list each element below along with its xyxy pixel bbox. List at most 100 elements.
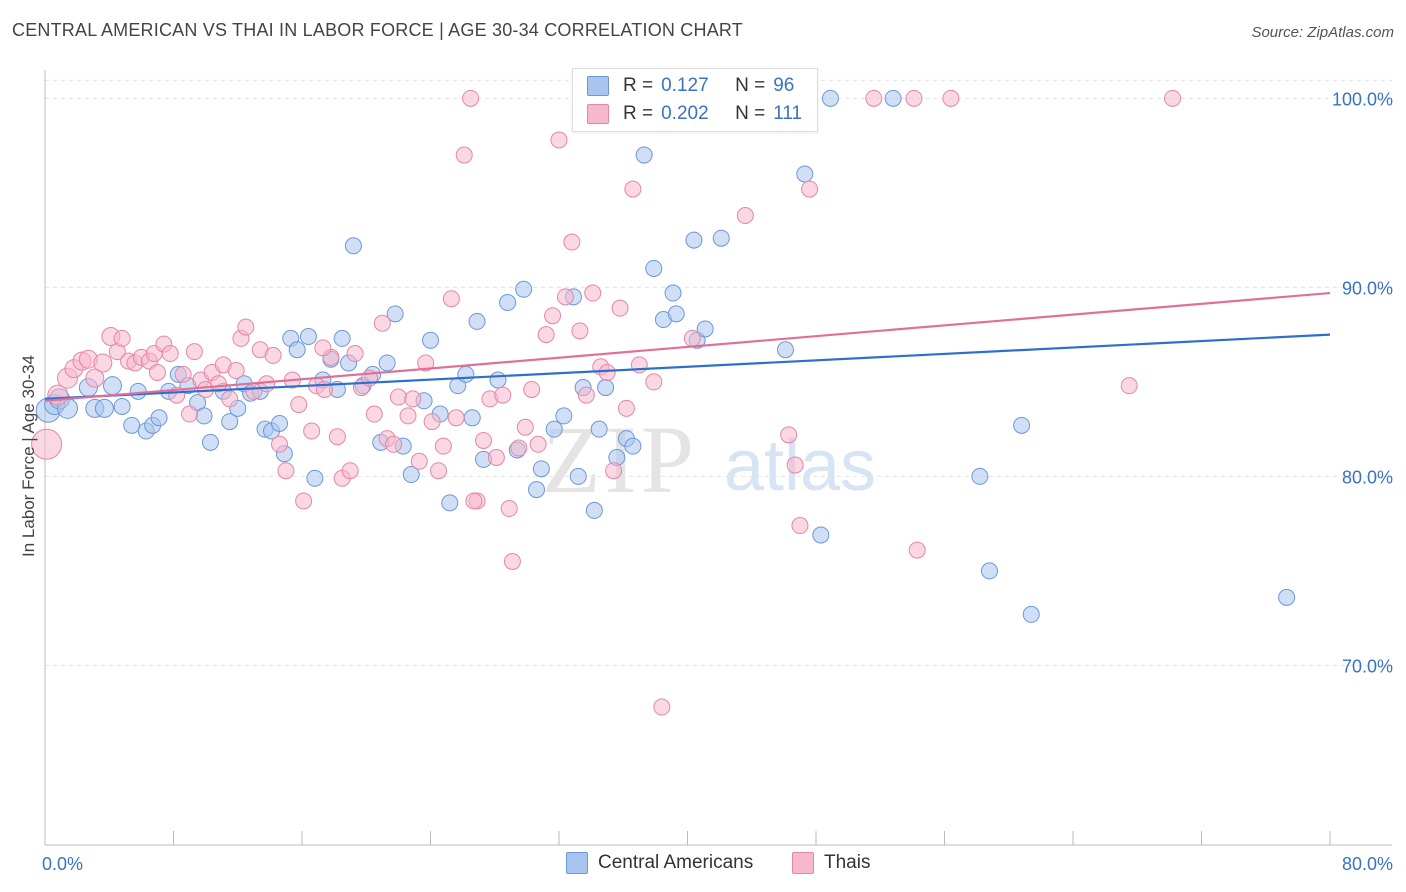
central-american-point (441, 494, 459, 512)
legend-swatch-blue (587, 76, 609, 96)
thai-point (258, 375, 276, 393)
thai-point (908, 541, 926, 559)
central-american-point (463, 409, 481, 427)
central-american-point (306, 469, 324, 487)
legend-r-label: R = (623, 75, 654, 96)
central-american-point (597, 379, 615, 397)
thai-point (181, 405, 199, 423)
central-american-point (288, 341, 306, 359)
thai-point (563, 233, 581, 251)
thai-point (341, 462, 359, 480)
central-american-point (585, 501, 603, 519)
thai-point (113, 329, 131, 347)
thai-point (500, 500, 518, 518)
chart-title: CENTRAL AMERICAN VS THAI IN LABOR FORCE … (12, 20, 743, 40)
thai-point (328, 428, 346, 446)
central-american-point (344, 237, 362, 255)
central-american-point (402, 466, 420, 484)
thai-point (537, 326, 555, 344)
legend-swatch-pink (792, 852, 814, 874)
thai-point (237, 318, 255, 336)
central-american-point (667, 305, 685, 323)
legend-n-label: N = (735, 103, 766, 124)
thai-point (365, 405, 383, 423)
central-american-point (271, 414, 289, 432)
central-american-point (129, 382, 147, 400)
legend-r-value: 0.202 (661, 103, 709, 124)
thai-point (455, 146, 473, 164)
legend-r-value: 0.127 (661, 75, 709, 96)
central-american-point (150, 409, 168, 427)
legend-r-label: R = (623, 103, 654, 124)
thai-point (221, 390, 239, 408)
thai-point (780, 426, 798, 444)
legend-swatch-pink (587, 104, 609, 124)
thai-point (277, 462, 295, 480)
y-axis-label: In Labor Force | Age 30-34 (19, 355, 38, 557)
legend-n-value: 96 (773, 75, 795, 96)
thai-point (942, 89, 960, 107)
thai-point (399, 407, 417, 425)
thai-point (503, 552, 521, 570)
central-american-point (1013, 416, 1031, 434)
thai-point (462, 89, 480, 107)
trend-lines (44, 291, 1331, 402)
central-american-point (102, 376, 122, 396)
thai-point (264, 346, 282, 364)
central-american-point (528, 481, 546, 499)
x-tick-label: 0.0% (42, 854, 83, 874)
bottom-legend: Central Americans Thais (0, 852, 1406, 878)
thai-point (571, 322, 589, 340)
thai-point (465, 492, 483, 510)
central-american-point (971, 467, 989, 485)
central-american-point (776, 341, 794, 359)
thai-point (290, 396, 308, 414)
central-american-point (796, 165, 814, 183)
central-american-point (645, 259, 663, 277)
thai-point (271, 435, 289, 453)
central-american-point (555, 407, 573, 425)
legend-label: Thais (824, 852, 871, 873)
bottom-legend-thais: Thais (792, 852, 870, 874)
legend-row-central-americans: R = 0.127 N = 96 (587, 74, 794, 98)
thai-point (598, 363, 616, 381)
thai-point (905, 89, 923, 107)
thai-point (185, 343, 203, 361)
thai-point (314, 339, 332, 357)
thai-point (434, 437, 452, 455)
thai-point (209, 375, 227, 393)
central-american-point (821, 89, 839, 107)
thai-point (529, 435, 547, 453)
thai-point (410, 452, 428, 470)
thai-point (786, 456, 804, 474)
thai-point (510, 439, 528, 457)
axes (44, 70, 1392, 846)
y-tick-label: 90.0% (1342, 278, 1393, 298)
central-american-point (569, 467, 587, 485)
legend-n-label: N = (735, 75, 766, 96)
central-american-point (664, 284, 682, 302)
gridlines (45, 79, 1392, 666)
central-american-point (201, 433, 219, 451)
thai-point (295, 492, 313, 510)
legend-row-thais: R = 0.202 N = 111 (587, 102, 802, 126)
y-tick-label: 70.0% (1342, 656, 1393, 676)
thai-point (303, 422, 321, 440)
central-american-point (378, 354, 396, 372)
central-american-point (422, 331, 439, 349)
source-label: Source: ZipAtlas.com (1251, 24, 1394, 41)
thai-point (544, 307, 562, 325)
thai-point (385, 435, 403, 453)
thai-point (624, 180, 642, 198)
central-american-trend-line (44, 333, 1331, 401)
legend-label: Central Americans (598, 852, 754, 873)
central-american-point (884, 89, 902, 107)
thai-point (373, 314, 391, 332)
y-tick-label: 80.0% (1342, 467, 1393, 487)
thai-point (487, 449, 505, 466)
central-american-point (712, 229, 730, 247)
legend-box: R = 0.127 N = 96 R = 0.202 N = 111 (572, 68, 818, 132)
thai-point (865, 89, 883, 107)
thai-point (577, 386, 595, 404)
thai-point (404, 390, 422, 408)
